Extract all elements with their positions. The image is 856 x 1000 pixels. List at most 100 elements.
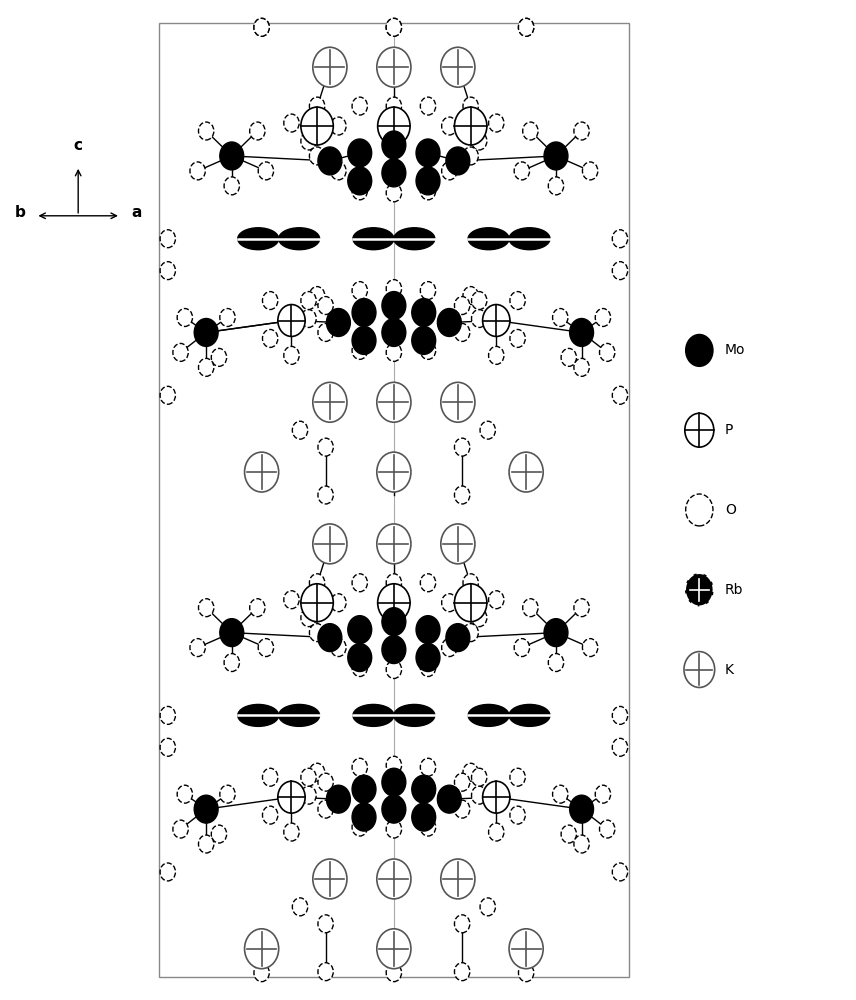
Circle shape xyxy=(561,825,576,843)
Circle shape xyxy=(293,421,307,439)
Circle shape xyxy=(382,608,406,636)
Circle shape xyxy=(330,162,346,180)
Circle shape xyxy=(284,591,299,609)
Text: Rb: Rb xyxy=(725,583,743,597)
Circle shape xyxy=(300,310,316,327)
Ellipse shape xyxy=(394,228,435,250)
Circle shape xyxy=(377,452,411,492)
Circle shape xyxy=(263,292,278,310)
Circle shape xyxy=(523,122,538,140)
Circle shape xyxy=(254,18,270,36)
Circle shape xyxy=(211,825,227,843)
Circle shape xyxy=(348,644,372,672)
Ellipse shape xyxy=(353,704,394,726)
Circle shape xyxy=(595,785,610,803)
Circle shape xyxy=(352,282,367,300)
Text: P: P xyxy=(725,423,734,437)
Circle shape xyxy=(352,775,376,803)
Circle shape xyxy=(612,386,627,404)
Circle shape xyxy=(352,97,367,115)
Ellipse shape xyxy=(279,228,319,250)
Circle shape xyxy=(612,863,627,881)
Circle shape xyxy=(254,964,270,982)
Text: K: K xyxy=(725,663,734,677)
Circle shape xyxy=(318,800,333,818)
Circle shape xyxy=(463,574,479,592)
Circle shape xyxy=(382,768,406,796)
Circle shape xyxy=(455,915,470,933)
Circle shape xyxy=(386,343,401,361)
Circle shape xyxy=(190,162,205,180)
Circle shape xyxy=(455,800,470,818)
Circle shape xyxy=(455,323,470,341)
Circle shape xyxy=(544,619,568,647)
Circle shape xyxy=(309,147,324,165)
Circle shape xyxy=(549,177,563,195)
Circle shape xyxy=(160,262,175,280)
Circle shape xyxy=(595,309,610,326)
Circle shape xyxy=(416,644,440,672)
Circle shape xyxy=(420,818,436,836)
Circle shape xyxy=(173,820,188,838)
Circle shape xyxy=(441,47,475,87)
Circle shape xyxy=(442,594,457,612)
Circle shape xyxy=(318,773,333,791)
Circle shape xyxy=(544,142,568,170)
Circle shape xyxy=(318,624,342,652)
Circle shape xyxy=(318,486,333,504)
Circle shape xyxy=(386,97,401,115)
Circle shape xyxy=(441,524,475,564)
Circle shape xyxy=(254,18,270,36)
Circle shape xyxy=(442,639,457,657)
Circle shape xyxy=(463,624,479,642)
Circle shape xyxy=(160,230,175,248)
Circle shape xyxy=(309,287,324,305)
Circle shape xyxy=(352,818,367,836)
Circle shape xyxy=(284,114,299,132)
Circle shape xyxy=(412,775,436,803)
Circle shape xyxy=(224,177,240,195)
Circle shape xyxy=(420,659,436,677)
Circle shape xyxy=(382,159,406,187)
Circle shape xyxy=(293,898,307,916)
Circle shape xyxy=(549,654,563,672)
Circle shape xyxy=(377,524,411,564)
Circle shape xyxy=(284,346,299,364)
Text: a: a xyxy=(131,205,141,220)
Circle shape xyxy=(463,97,479,115)
Circle shape xyxy=(348,139,372,167)
Circle shape xyxy=(523,599,538,617)
Circle shape xyxy=(416,139,440,167)
Circle shape xyxy=(348,167,372,195)
Circle shape xyxy=(318,438,333,456)
Circle shape xyxy=(309,574,324,592)
Circle shape xyxy=(386,820,401,838)
Ellipse shape xyxy=(509,228,550,250)
Circle shape xyxy=(220,142,244,170)
Circle shape xyxy=(250,599,265,617)
Circle shape xyxy=(514,639,530,657)
Circle shape xyxy=(352,574,367,592)
Circle shape xyxy=(420,574,436,592)
Text: O: O xyxy=(725,503,736,517)
Circle shape xyxy=(377,382,411,422)
Circle shape xyxy=(455,963,470,981)
Circle shape xyxy=(463,763,479,781)
Circle shape xyxy=(259,162,274,180)
Circle shape xyxy=(519,18,534,36)
Circle shape xyxy=(250,122,265,140)
Circle shape xyxy=(442,117,457,135)
Circle shape xyxy=(553,785,568,803)
Circle shape xyxy=(190,639,205,657)
Circle shape xyxy=(561,348,576,366)
Circle shape xyxy=(480,421,496,439)
Circle shape xyxy=(245,929,279,969)
Circle shape xyxy=(259,639,274,657)
Circle shape xyxy=(472,786,487,804)
Circle shape xyxy=(574,122,589,140)
Circle shape xyxy=(318,915,333,933)
Circle shape xyxy=(326,309,350,336)
Circle shape xyxy=(245,452,279,492)
Circle shape xyxy=(177,785,193,803)
Circle shape xyxy=(312,524,347,564)
